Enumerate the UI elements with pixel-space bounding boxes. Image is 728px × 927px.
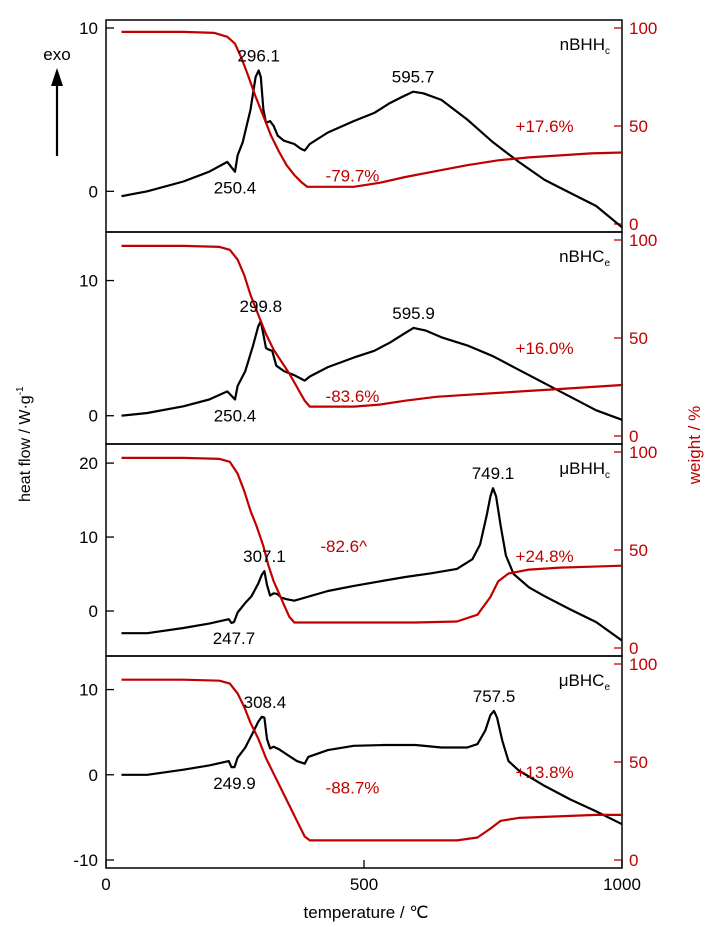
exo-label: exo (43, 45, 70, 64)
left-tick-label: 10 (79, 528, 98, 547)
annotation-label: 296.1 (237, 46, 280, 65)
ylabel-left: heat flow / W·g-1 (15, 386, 34, 502)
annotation-label: 757.5 (473, 687, 516, 706)
ylabel-left-sup: -1 (15, 386, 26, 395)
xlabel: temperature / ℃ (304, 903, 429, 922)
annotation-label: 250.4 (214, 179, 257, 198)
left-tick-label: 10 (79, 272, 98, 291)
heat-flow-line (121, 487, 623, 642)
sample-label: nBHHc (560, 35, 610, 57)
x-axis: 0 500 1000 (101, 860, 641, 894)
x-tick-label: 1000 (603, 875, 641, 894)
weight-line (121, 244, 623, 408)
exo-arrow-head-icon (51, 68, 63, 86)
right-tick-label: 100 (629, 655, 657, 674)
sample-label-main: μBHC (559, 671, 605, 690)
annotation-label: 249.9 (213, 774, 256, 793)
annotation-label: 250.4 (214, 407, 257, 426)
annotation-label: +16.0% (516, 339, 574, 358)
right-tick-label: 50 (629, 753, 648, 772)
right-tick-label: 100 (629, 443, 657, 462)
panel-4: -10010050100308.4249.9757.5-88.7%+13.8%μ… (73, 655, 657, 870)
left-tick-label: -10 (73, 851, 98, 870)
annotation-label: 308.4 (244, 693, 287, 712)
annotation-label: +17.6% (516, 117, 574, 136)
left-tick-label: 20 (79, 454, 98, 473)
x-tick-label: 0 (101, 875, 110, 894)
sample-label-main: nBHC (559, 247, 604, 266)
left-tick-label: 0 (89, 602, 98, 621)
left-tick-label: 0 (89, 766, 98, 785)
annotation-label: -83.6% (326, 387, 380, 406)
sample-label: nBHCe (559, 247, 610, 269)
left-tick-label: 0 (89, 407, 98, 426)
right-tick-label: 50 (629, 329, 648, 348)
annotation-label: -79.7% (326, 167, 380, 186)
panel-1: 010050100296.1250.4595.7-79.7%+17.6%nBHH… (79, 19, 657, 234)
annotation-label: -82.6^ (320, 537, 367, 556)
sample-label-sub: e (604, 682, 610, 693)
right-tick-label: 0 (629, 851, 638, 870)
right-tick-label: 100 (629, 231, 657, 250)
panel-3: 0 10 20 0 50 100 307.1 247.7 749.1 -82.6^ +24.8% μB… (79, 443, 657, 658)
heat-flow-line (121, 69, 623, 229)
left-tick-label: 0 (89, 182, 98, 201)
right-tick-label: 100 (629, 19, 657, 38)
right-tick-label: 50 (629, 541, 648, 560)
sample-label-sub: c (605, 470, 610, 481)
sample-label: μBHHc (559, 459, 610, 481)
weight-line (121, 456, 623, 624)
annotation-label: +24.8% (516, 547, 574, 566)
panels: 010050100296.1250.4595.7-79.7%+17.6%nBHH… (73, 19, 657, 870)
panel-2: 010050100299.8250.4595.9-83.6%+16.0%nBHC… (79, 231, 657, 446)
weight-line (121, 678, 622, 842)
right-tick-label: 0 (629, 215, 638, 234)
sample-label-main: μBHH (559, 459, 605, 478)
heat-flow-line (121, 709, 623, 826)
left-tick-label: 10 (79, 19, 98, 38)
annotation-label: 299.8 (240, 297, 283, 316)
right-tick-label: 0 (629, 427, 638, 446)
ylabel-left-text: heat flow / W·g (17, 395, 34, 502)
annotation-label: 749.1 (472, 464, 515, 483)
left-tick-label: 10 (79, 681, 98, 700)
sample-label-main: nBHH (560, 35, 605, 54)
right-tick-label: 50 (629, 117, 648, 136)
annotation-label: 595.9 (392, 304, 435, 323)
annotation-label: 307.1 (243, 547, 286, 566)
annotation-label: 595.7 (392, 68, 435, 87)
ylabel-right: weight / % (685, 406, 704, 485)
sample-label-sub: c (605, 46, 610, 57)
sample-label: μBHCe (559, 671, 611, 693)
x-tick-label: 500 (350, 875, 378, 894)
sample-label-sub: e (604, 258, 610, 269)
annotation-label: +13.8% (516, 763, 574, 782)
annotation-label: -88.7% (326, 779, 380, 798)
annotation-label: 247.7 (213, 629, 256, 648)
right-tick-label: 0 (629, 639, 638, 658)
weight-line (121, 30, 623, 188)
